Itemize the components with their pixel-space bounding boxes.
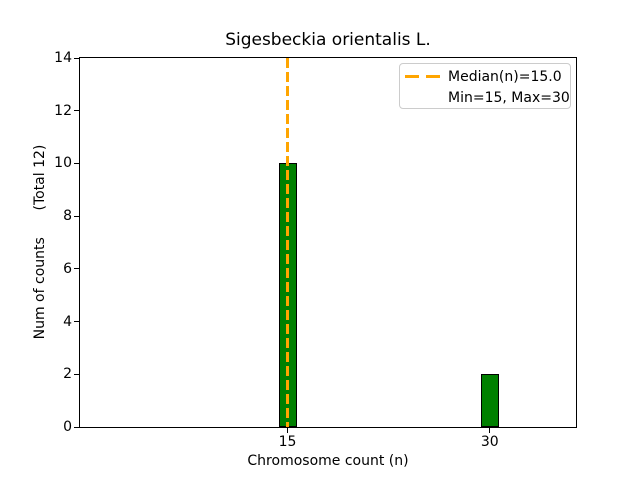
x-tick-mark <box>489 428 491 433</box>
legend-label: Median(n)=15.0 <box>448 68 562 85</box>
y-tick-mark <box>74 373 79 375</box>
y-axis-label: Num of counts (Total 12) <box>32 144 48 340</box>
x-tick-label: 30 <box>480 434 499 450</box>
x-axis-label: Chromosome count (n) <box>247 453 409 469</box>
y-tick-mark <box>74 268 79 270</box>
y-tick-label: 8 <box>63 208 72 225</box>
y-tick-mark <box>74 110 79 112</box>
bar <box>480 374 499 427</box>
y-tick-mark <box>74 321 79 323</box>
y-tick-label: 6 <box>63 260 72 277</box>
y-tick-mark <box>74 57 79 59</box>
y-tick-label: 2 <box>63 366 72 383</box>
y-tick-label: 10 <box>54 155 72 172</box>
y-tick-mark <box>74 162 79 164</box>
x-tick-label: 15 <box>278 434 297 450</box>
median-line <box>286 58 290 427</box>
y-tick-label: 4 <box>63 313 72 330</box>
y-tick-mark <box>74 215 79 217</box>
legend-dashed-line-sample <box>405 75 441 78</box>
legend-label: Min=15, Max=30 <box>448 89 570 106</box>
x-tick-mark <box>287 428 289 433</box>
legend-entry: Median(n)=15.0 <box>405 66 570 87</box>
y-tick-mark <box>74 426 79 428</box>
plot-area <box>79 57 577 428</box>
y-tick-label: 0 <box>63 419 72 435</box>
legend: Median(n)=15.0 Min=15, Max=30 <box>399 63 571 109</box>
y-tick-label: 14 <box>54 50 72 66</box>
legend-empty-sample <box>405 96 441 99</box>
chart-title: Sigesbeckia orientalis L. <box>225 30 431 50</box>
y-tick-label: 12 <box>54 102 72 119</box>
legend-entry: Min=15, Max=30 <box>405 87 570 108</box>
